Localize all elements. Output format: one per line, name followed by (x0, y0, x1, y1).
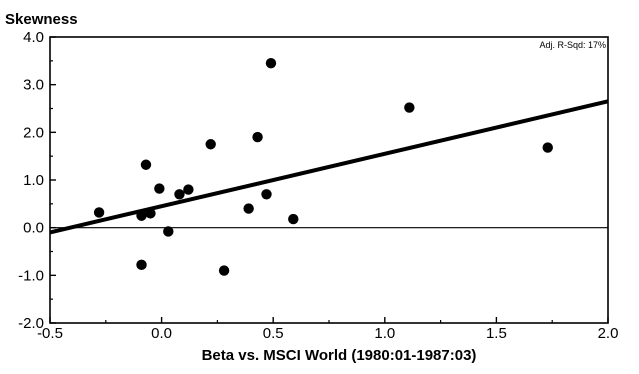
y-tick-label: 0.0 (23, 220, 44, 237)
y-tick-label: 3.0 (23, 77, 44, 94)
y-tick-label: 2.0 (23, 124, 44, 141)
data-point (261, 189, 272, 200)
data-point (174, 189, 185, 200)
plot-frame (49, 36, 609, 324)
data-point (252, 131, 263, 143)
x-tick-label: 2.0 (598, 325, 619, 342)
data-point (205, 139, 216, 150)
data-point (136, 259, 147, 271)
x-tick-label: 0.5 (263, 325, 284, 342)
data-point (140, 159, 152, 170)
data-point (265, 58, 277, 69)
x-tick-label: -0.5 (37, 325, 63, 342)
y-tick-label: -1.0 (18, 267, 44, 284)
data-point (183, 184, 194, 195)
x-tick-label: 1.5 (486, 325, 507, 342)
x-tick-label: 0.0 (151, 325, 172, 342)
data-point (136, 210, 147, 221)
x-axis-title: Beta vs. MSCI World (1980:01-1987:03) (202, 347, 477, 364)
y-tick-label: 1.0 (23, 172, 44, 189)
data-point (154, 183, 165, 194)
data-point (243, 203, 254, 214)
data-point (404, 102, 415, 113)
data-point (218, 265, 230, 276)
y-tick-label: 4.0 (23, 29, 44, 46)
data-point (163, 226, 174, 237)
y-tick-label: -2.0 (18, 315, 44, 332)
data-point (542, 142, 553, 153)
plot-area: 4.0 3.0 2.0 1.0 0.0 -1.0 -2.0-0.5 0.0 0.5 1.0 1.5 2… (18, 29, 618, 342)
r-squared-annotation: Adj. R-Sqd: 17% (539, 40, 606, 50)
data-point (288, 213, 299, 225)
x-tick-label: 1.0 (374, 325, 395, 342)
data-point (93, 207, 105, 218)
regression-line (49, 99, 609, 235)
y-axis-title: Skewness (5, 11, 78, 28)
data-point (145, 208, 156, 219)
